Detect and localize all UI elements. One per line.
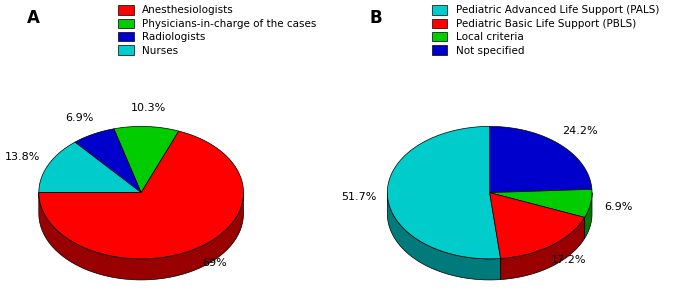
- Text: 51.7%: 51.7%: [341, 192, 377, 202]
- Text: B: B: [369, 9, 382, 27]
- PathPatch shape: [387, 126, 501, 259]
- PathPatch shape: [490, 193, 584, 259]
- PathPatch shape: [490, 126, 592, 193]
- Text: 10.3%: 10.3%: [131, 103, 166, 113]
- Text: 24.2%: 24.2%: [562, 126, 598, 136]
- Text: 13.8%: 13.8%: [5, 152, 40, 162]
- Legend: Pediatric Advanced Life Support (PALS), Pediatric Basic Life Support (PBLS), Loc: Pediatric Advanced Life Support (PALS), …: [432, 5, 659, 55]
- PathPatch shape: [39, 131, 243, 259]
- PathPatch shape: [387, 193, 501, 280]
- Text: 6.9%: 6.9%: [605, 202, 633, 212]
- Text: 69%: 69%: [202, 258, 227, 268]
- Text: 17.2%: 17.2%: [551, 255, 586, 265]
- PathPatch shape: [39, 142, 141, 193]
- PathPatch shape: [490, 189, 592, 217]
- Text: 6.9%: 6.9%: [66, 113, 94, 123]
- PathPatch shape: [75, 129, 141, 193]
- Text: A: A: [27, 9, 40, 27]
- PathPatch shape: [584, 193, 592, 238]
- PathPatch shape: [39, 193, 243, 280]
- PathPatch shape: [114, 126, 179, 193]
- PathPatch shape: [501, 217, 584, 280]
- Legend: Anesthesiologists, Physicians-in-charge of the cases, Radiologists, Nurses: Anesthesiologists, Physicians-in-charge …: [119, 5, 316, 55]
